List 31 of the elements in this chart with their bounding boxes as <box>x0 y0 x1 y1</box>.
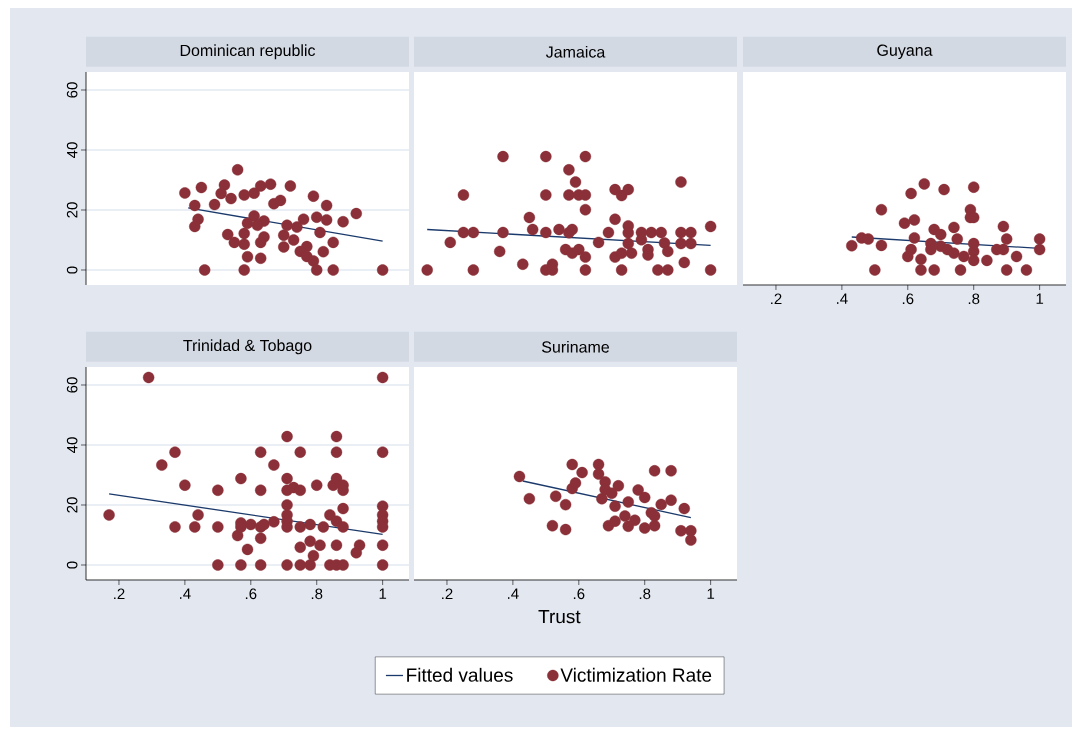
x-axis-title: Trust <box>538 610 581 624</box>
x-tick-label: .6 <box>245 588 257 600</box>
y-tick-label: 20 <box>66 202 78 218</box>
y-tick-label: 0 <box>66 561 78 569</box>
y-tick-label: 60 <box>66 82 78 98</box>
x-tick-label: .6 <box>573 588 585 600</box>
x-tick-label: .8 <box>968 293 980 305</box>
y-tick-label: 0 <box>66 266 78 274</box>
x-tick-label: .4 <box>507 588 519 599</box>
x-tick-label: .2 <box>114 588 125 599</box>
chart-title: Suriname <box>541 340 610 353</box>
x-tick-label: 1 <box>1036 293 1044 304</box>
legend-label: Fitted values <box>407 667 513 682</box>
y-tick-label: 60 <box>66 377 78 393</box>
x-tick-label: 1 <box>379 588 387 599</box>
x-tick-label: .2 <box>771 293 782 304</box>
y-tick-label: 20 <box>66 497 78 513</box>
y-tick-label: 40 <box>66 437 78 453</box>
x-tick-label: .4 <box>836 293 848 304</box>
x-tick-label: .2 <box>442 588 453 599</box>
legend-label: Victimization Rate <box>560 667 712 682</box>
x-tick-label: .8 <box>639 588 651 600</box>
chart-title: Dominican republic <box>180 44 316 60</box>
chart-title: Jamaica <box>545 45 606 58</box>
x-tick-label: .8 <box>311 588 323 600</box>
chart-title: Guyana <box>877 44 933 60</box>
y-tick-label: 40 <box>66 142 78 158</box>
chart-title: Trinidad & Tobago <box>183 339 312 355</box>
x-tick-label: 1 <box>707 588 715 599</box>
x-tick-label: .6 <box>902 293 914 305</box>
x-tick-label: .4 <box>180 588 191 599</box>
